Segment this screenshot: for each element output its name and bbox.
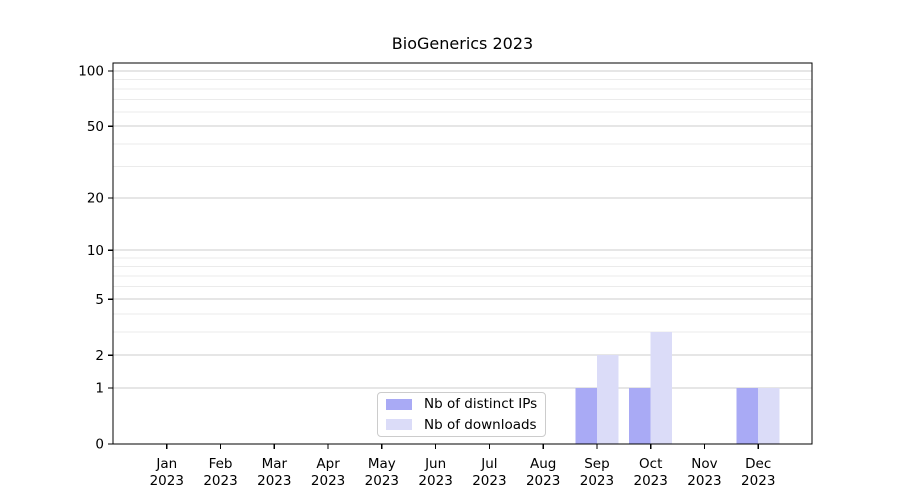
legend-row-downloads: Nb of downloads: [378, 416, 545, 434]
x-tick-label-year: 2023: [687, 473, 721, 489]
x-tick-label-year: 2023: [150, 473, 184, 489]
x-tick-label-month: Apr: [316, 456, 340, 472]
legend-swatch-downloads: [386, 419, 412, 430]
x-tick-label-month: Jun: [424, 456, 446, 472]
x-tick-label-year: 2023: [634, 473, 668, 489]
bar-distinct-ips: [629, 387, 651, 444]
legend-swatch-distinct-ips: [386, 399, 412, 410]
y-tick-label: 10: [87, 243, 104, 259]
x-tick-label-month: Mar: [262, 456, 288, 472]
y-tick-label: 100: [78, 64, 104, 80]
bar-distinct-ips: [736, 387, 759, 444]
x-tick-label-month: Dec: [745, 456, 771, 472]
x-tick-label-month: Oct: [639, 456, 662, 472]
bar-downloads: [650, 331, 673, 444]
y-tick-label: 0: [95, 437, 104, 453]
legend-row-distinct-ips: Nb of distinct IPs: [378, 395, 545, 413]
x-tick-label-month: Sep: [584, 456, 609, 472]
legend: Nb of distinct IPs Nb of downloads: [377, 392, 546, 437]
x-tick-label-year: 2023: [203, 473, 237, 489]
x-tick-label-year: 2023: [311, 473, 345, 489]
bar-downloads: [758, 387, 780, 444]
axes-frame: [112, 62, 813, 445]
x-tick-label-year: 2023: [257, 473, 291, 489]
x-tick-label-year: 2023: [526, 473, 560, 489]
y-tick-label: 1: [95, 381, 104, 397]
legend-label-downloads: Nb of downloads: [424, 416, 537, 433]
x-tick-label-year: 2023: [741, 473, 775, 489]
legend-label-distinct-ips: Nb of distinct IPs: [424, 396, 538, 413]
bar-downloads: [596, 355, 619, 444]
x-tick-label-year: 2023: [580, 473, 614, 489]
x-tick-label-month: Jan: [155, 456, 177, 472]
bar-distinct-ips: [575, 387, 597, 444]
y-tick-label: 5: [95, 292, 104, 308]
x-tick-label-month: Jul: [480, 456, 497, 472]
x-tick-label-year: 2023: [472, 473, 506, 489]
x-tick-label-month: May: [368, 456, 396, 472]
x-tick-label-month: Feb: [209, 456, 233, 472]
chart-title: BioGenerics 2023: [391, 34, 534, 53]
y-tick-label: 2: [95, 348, 104, 364]
x-tick-label-month: Nov: [691, 456, 717, 472]
y-tick-label: 20: [87, 191, 104, 207]
x-tick-label-year: 2023: [418, 473, 452, 489]
y-tick-label: 50: [87, 119, 104, 135]
x-tick-label-year: 2023: [365, 473, 399, 489]
x-tick-label-month: Aug: [530, 456, 556, 472]
